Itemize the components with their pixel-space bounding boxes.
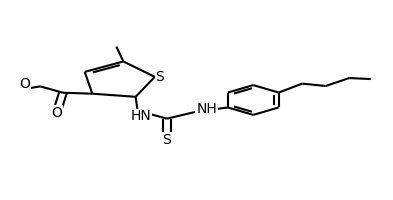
Text: O: O	[19, 77, 30, 91]
Text: HN: HN	[130, 109, 151, 123]
Text: S: S	[163, 133, 171, 147]
Text: S: S	[156, 70, 164, 84]
Text: NH: NH	[196, 102, 217, 116]
Text: O: O	[51, 106, 62, 120]
